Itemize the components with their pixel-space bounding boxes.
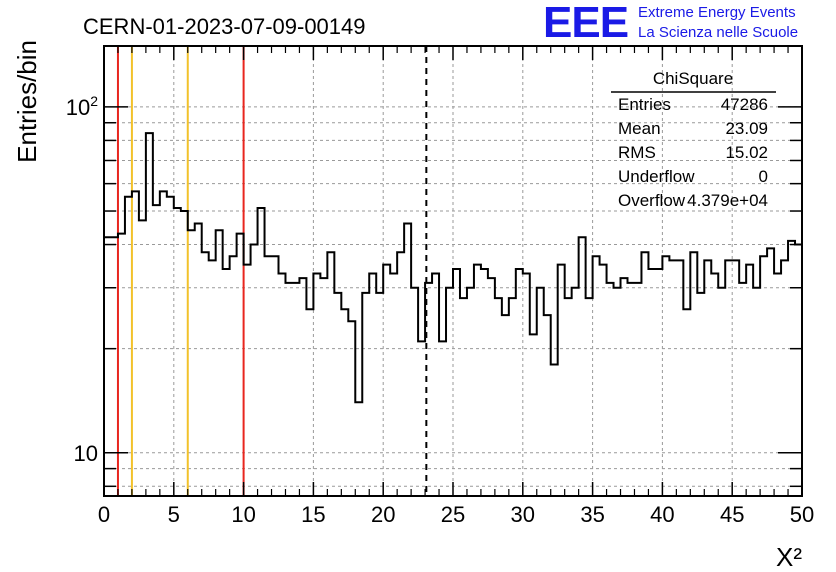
- x-tick-label: 45: [720, 502, 744, 527]
- stats-title: ChiSquare: [653, 69, 733, 88]
- chart-title: CERN-01-2023-07-09-00149: [83, 14, 366, 39]
- stats-row-label: Mean: [618, 119, 661, 138]
- x-tick-label: 10: [231, 502, 255, 527]
- brand-tagline-1: Extreme Energy Events: [638, 4, 796, 21]
- stats-box: ChiSquare Entries 47286 Mean 23.09 RMS 15.02 U…: [611, 69, 776, 210]
- x-tick-label: 40: [650, 502, 674, 527]
- y-axis-label: Entries/bin: [12, 40, 42, 163]
- stats-row-value: 47286: [721, 95, 768, 114]
- y-tick-label: 102: [66, 93, 98, 120]
- y-tick-label: 10: [74, 441, 98, 466]
- stats-row-label: Entries: [618, 95, 671, 114]
- stats-row-value: 4.379e+04: [687, 191, 768, 210]
- brand-tagline-2: La Scienza nelle Scuole: [638, 24, 799, 41]
- histogram-series: [104, 132, 802, 404]
- x-tick-label: 50: [790, 502, 814, 527]
- x-tick-label: 0: [98, 502, 110, 527]
- x-tick-label: 15: [301, 502, 325, 527]
- grid: [104, 46, 802, 496]
- stats-row-label: Overflow: [618, 191, 686, 210]
- x-tick-label: 35: [580, 502, 604, 527]
- x-tick-label: 30: [511, 502, 535, 527]
- x-tick-label: 25: [441, 502, 465, 527]
- x-tick-label: 5: [168, 502, 180, 527]
- stats-row-value: 15.02: [725, 143, 768, 162]
- stats-row-value: 23.09: [725, 119, 768, 138]
- x-tick-label: 20: [371, 502, 395, 527]
- eee-logo: EEE: [543, 0, 629, 47]
- reference-lines: [116, 46, 428, 496]
- x-axis-label: X²: [776, 542, 802, 572]
- stats-row-label: RMS: [618, 143, 656, 162]
- stats-row-value: 0: [759, 167, 768, 186]
- axis-ticks: 0 5 10 15 20 25 30 35 40 45 50 10 102: [66, 46, 814, 527]
- brand-logo-block: EEE Extreme Energy Events La Scienza nel…: [543, 0, 833, 47]
- stats-row-label: Underflow: [618, 167, 695, 186]
